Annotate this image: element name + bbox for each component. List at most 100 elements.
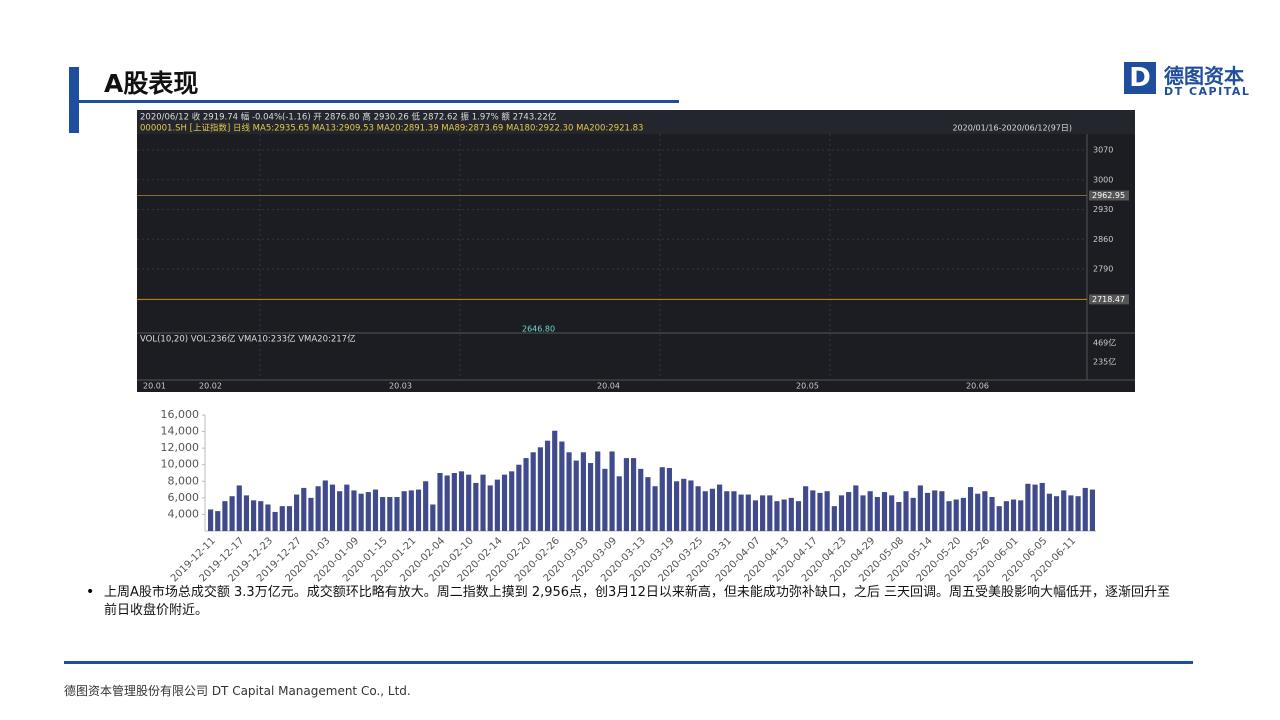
- bar: [788, 497, 794, 531]
- y-tick-label: 10,000: [161, 458, 200, 471]
- y-tick-label: 16,000: [161, 408, 200, 421]
- kline-panel: [137, 110, 1135, 392]
- bar: [767, 495, 773, 531]
- bar: [910, 497, 916, 531]
- bar: [351, 490, 357, 531]
- logo-en: DT CAPITAL: [1164, 85, 1251, 98]
- bar: [1075, 496, 1081, 531]
- bar: [344, 484, 350, 531]
- y-tick-label: 12,000: [161, 441, 200, 454]
- bar: [215, 511, 221, 531]
- level-badge: [1089, 190, 1129, 201]
- bar: [609, 451, 615, 531]
- bar: [695, 486, 701, 531]
- bar: [881, 492, 888, 531]
- bar: [630, 458, 637, 531]
- footer-text: 德图资本管理股份有限公司 DT Capital Management Co., …: [64, 684, 411, 698]
- bar: [1046, 493, 1052, 531]
- y-tick-label: 6,000: [168, 491, 200, 504]
- bar: [265, 504, 271, 531]
- bar: [243, 495, 250, 531]
- charts: 4,000 6,000 8,000 10,000 12,000 14,000 16,000 2…: [137, 110, 1135, 584]
- level-label: 2962.95: [1092, 191, 1125, 200]
- title: A股表现: [104, 69, 199, 98]
- bar: [480, 474, 486, 531]
- bar: [774, 501, 780, 531]
- bar: [917, 485, 923, 531]
- bar: [1032, 484, 1038, 531]
- price-tick-label: 3070: [1093, 146, 1113, 155]
- bar: [552, 430, 558, 531]
- date-label: 20.05: [796, 382, 819, 391]
- bar: [874, 497, 880, 531]
- bar: [516, 464, 522, 531]
- quote-line: 2020/06/12 收 2919.74 幅 -0.04%(-1.16) 开 2…: [140, 112, 556, 123]
- bar: [1061, 490, 1067, 531]
- bar: [315, 486, 321, 531]
- bar: [795, 501, 802, 531]
- bar: [946, 501, 952, 531]
- bar: [1053, 496, 1060, 531]
- bar: [286, 506, 293, 531]
- y-tick-label: 4,000: [168, 507, 200, 520]
- bar: [1039, 482, 1045, 531]
- bar: [322, 480, 328, 531]
- vol-tick-label: 469亿: [1093, 338, 1116, 348]
- bar: [537, 447, 543, 531]
- bar: [566, 452, 572, 531]
- bar: [580, 452, 586, 531]
- date-label: 20.04: [597, 382, 620, 391]
- bar: [337, 491, 343, 531]
- bar: [1025, 483, 1031, 531]
- bar: [509, 471, 515, 531]
- bar: [387, 497, 393, 531]
- bar: [838, 495, 845, 531]
- bar: [251, 500, 257, 531]
- bar: [982, 491, 988, 531]
- price-tick-label: 2790: [1093, 265, 1113, 274]
- bar: [731, 491, 737, 531]
- bar: [709, 488, 716, 531]
- bar: [975, 493, 981, 531]
- bar: [724, 491, 730, 531]
- ma-line: 000001.SH [上证指数] 日线 MA5:2935.65 MA13:290…: [140, 123, 643, 134]
- range-label: 2020/01/16-2020/06/12(97日): [952, 124, 1072, 133]
- y-tick-label: 8,000: [168, 474, 200, 487]
- bar: [645, 477, 651, 531]
- bar: [1010, 499, 1017, 531]
- bar: [573, 460, 579, 531]
- bar: [530, 452, 536, 531]
- bar: [380, 497, 386, 531]
- bar: [473, 482, 479, 531]
- bar: [953, 499, 959, 531]
- bar: [258, 501, 264, 531]
- bar: [702, 491, 708, 531]
- bar: [494, 479, 500, 531]
- y-tick-label: 14,000: [161, 425, 200, 438]
- bar: [401, 491, 407, 531]
- bar: [853, 485, 859, 531]
- bar: [688, 480, 694, 531]
- bar: [444, 475, 450, 531]
- bar: [279, 506, 285, 531]
- bar: [423, 481, 429, 531]
- bar: [846, 492, 852, 531]
- bar: [996, 506, 1002, 531]
- bar: [451, 473, 457, 531]
- bar: [831, 506, 837, 531]
- bar: [1082, 487, 1088, 531]
- bar: [372, 489, 379, 531]
- bar: [896, 502, 902, 531]
- bar: [358, 493, 364, 531]
- bar: [229, 496, 235, 531]
- bar: [394, 497, 400, 531]
- bar: [752, 500, 759, 531]
- bar: [437, 473, 443, 531]
- bar: [587, 463, 594, 531]
- price-tick-label: 2930: [1093, 205, 1113, 214]
- bar: [272, 511, 278, 531]
- bar: [602, 468, 608, 531]
- bar: [487, 485, 493, 531]
- bar: [681, 478, 687, 531]
